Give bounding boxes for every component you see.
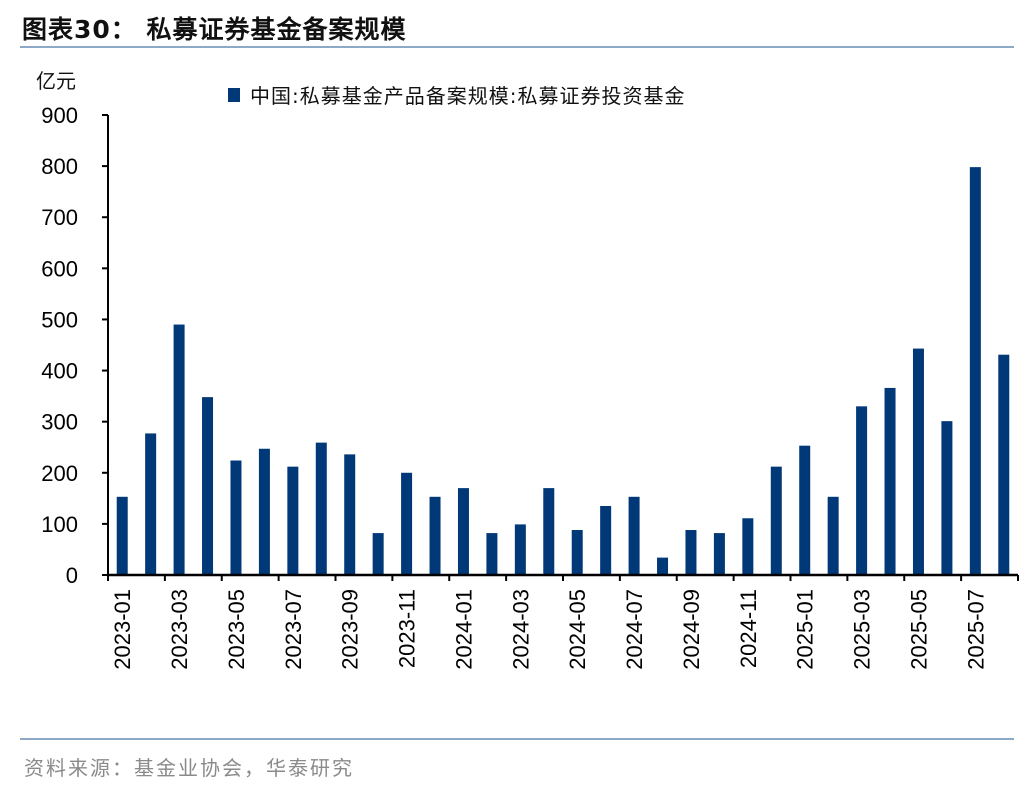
bar-2023-07 [287, 466, 299, 575]
bar-2023-02 [145, 433, 157, 575]
footer-divider [20, 738, 1014, 740]
bar-2025-04 [884, 387, 896, 575]
bar-2025-07 [969, 167, 981, 575]
x-tick-label: 2023-09 [338, 589, 363, 670]
y-tick-label: 200 [41, 461, 78, 486]
bar-2024-11 [742, 518, 754, 575]
x-tick-label: 2025-05 [906, 589, 931, 670]
bar-2025-06 [941, 421, 953, 575]
bar-2025-01 [799, 445, 811, 575]
y-tick-label: 0 [66, 563, 78, 588]
bar-2023-09 [344, 454, 356, 575]
source-note: 资料来源：基金业协会，华泰研究 [24, 756, 354, 780]
bar-2025-05 [912, 348, 924, 575]
y-tick-label: 500 [41, 307, 78, 332]
x-tick-label: 2023-07 [281, 589, 306, 670]
bar-2023-08 [315, 442, 327, 575]
x-tick-label: 2024-01 [451, 589, 476, 670]
bar-2024-05 [571, 530, 583, 575]
chart-title: 图表30： 私募证券基金备案规模 [22, 15, 407, 44]
x-tick-label: 2025-01 [793, 589, 818, 670]
bar-2025-02 [827, 496, 839, 575]
bar-2024-06 [600, 506, 612, 575]
y-tick-label: 300 [41, 410, 78, 435]
x-tick-label: 2023-01 [110, 589, 135, 670]
bar-2025-08 [998, 354, 1010, 575]
bar-2023-03 [173, 324, 185, 575]
x-tick-label: 2023-05 [224, 589, 249, 670]
bar-2024-04 [543, 488, 555, 575]
bar-2023-12 [429, 496, 441, 575]
bar-2024-07 [628, 496, 640, 575]
bar-2023-04 [202, 397, 214, 575]
y-unit-label: 亿元 [36, 69, 76, 93]
y-tick-label: 900 [41, 103, 78, 128]
y-tick-label: 600 [41, 256, 78, 281]
x-tick-label: 2024-05 [565, 589, 590, 670]
x-tick-label: 2024-03 [508, 589, 533, 670]
legend-label: 中国:私募基金产品备案规模:私募证券投资基金 [250, 84, 685, 108]
bar-2024-08 [657, 557, 669, 575]
bar-2024-12 [770, 466, 782, 575]
bar-2023-11 [401, 472, 413, 575]
y-tick-label: 100 [41, 512, 78, 537]
x-tick-label: 2025-07 [963, 589, 988, 670]
y-tick-label: 700 [41, 205, 78, 230]
title-divider [20, 46, 1014, 48]
x-tick-label: 2024-07 [622, 589, 647, 670]
bar-2024-10 [713, 533, 725, 575]
x-tick-label: 2023-11 [395, 589, 420, 668]
y-tick-label: 400 [41, 359, 78, 384]
bar-2023-05 [230, 460, 242, 575]
x-tick-label: 2025-03 [850, 589, 875, 670]
legend-swatch [228, 88, 240, 102]
bar-2024-01 [457, 488, 469, 575]
bar-2024-03 [514, 524, 526, 575]
bar-2023-10 [372, 533, 384, 575]
x-tick-label: 2023-03 [167, 589, 192, 670]
bar-2023-01 [116, 496, 128, 575]
bar-2024-09 [685, 530, 697, 575]
bar-2024-02 [486, 533, 498, 575]
x-tick-label: 2024-11 [736, 589, 761, 668]
bar-2023-06 [258, 448, 270, 575]
y-tick-label: 800 [41, 154, 78, 179]
bar-2025-03 [856, 406, 868, 575]
x-tick-label: 2024-09 [679, 589, 704, 670]
